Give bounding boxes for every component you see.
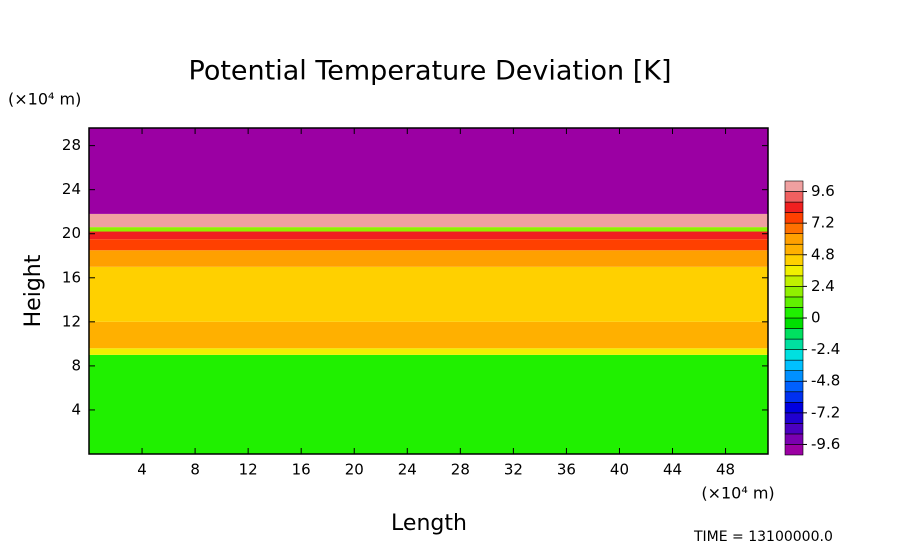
- colorbar-swatch: [784, 254, 804, 266]
- contour-band: [89, 321, 768, 349]
- contour-band: [89, 250, 768, 267]
- x-tick-label: 36: [557, 461, 576, 479]
- colorbar-swatch: [784, 212, 804, 224]
- contour-band: [89, 128, 768, 214]
- contour-band: [89, 348, 768, 355]
- colorbar-label: -2.4: [811, 340, 840, 358]
- x-tick-label: 40: [610, 461, 629, 479]
- colorbar-label: 0: [811, 309, 821, 327]
- colorbar-swatch: [784, 296, 804, 308]
- x-tick-label: 48: [716, 461, 735, 479]
- colorbar-swatch: [784, 243, 804, 256]
- colorbar-swatch: [784, 412, 804, 424]
- colorbar-swatch: [784, 191, 804, 203]
- colorbar-swatch: [784, 328, 804, 340]
- colorbar-swatch: [784, 275, 804, 287]
- colorbar-swatch: [784, 349, 804, 361]
- chart-title: Potential Temperature Deviation [K]: [189, 56, 672, 87]
- colorbar-label: 7.2: [811, 214, 835, 232]
- y-tick-label: 28: [62, 136, 81, 154]
- colorbar-label: 4.8: [811, 245, 835, 263]
- x-tick-label: 20: [345, 461, 364, 479]
- colorbar-label: -4.8: [811, 372, 840, 390]
- plot-frame: [88, 127, 769, 455]
- colorbar-swatch: [784, 201, 804, 213]
- y-tick-label: 20: [62, 224, 81, 242]
- y-label: Height: [21, 254, 46, 327]
- y-tick-label: 12: [62, 312, 81, 330]
- colorbar-label: -7.2: [811, 403, 840, 421]
- colorbar-swatch: [784, 317, 804, 329]
- colorbar-swatch: [784, 423, 804, 435]
- colorbar-swatch: [784, 380, 804, 393]
- contour-band: [89, 266, 768, 322]
- colorbar-swatch: [784, 402, 804, 414]
- y-tick-label: 8: [71, 356, 81, 374]
- colorbar-swatch: [784, 222, 804, 234]
- y-tick-label: 4: [71, 400, 81, 418]
- x-tick-label: 8: [190, 461, 200, 479]
- colorbar-swatch: [784, 338, 804, 350]
- contour-band: [89, 354, 768, 454]
- x-tick-label: 32: [504, 461, 523, 479]
- x-tick-label: 28: [451, 461, 470, 479]
- x-tick-label: 24: [398, 461, 417, 479]
- colorbar-swatch: [784, 180, 804, 192]
- contour-band: [89, 213, 768, 228]
- colorbar-label: 9.6: [811, 182, 835, 200]
- y-unit: (×10⁴ m): [8, 90, 81, 109]
- colorbar-swatch: [784, 233, 804, 245]
- colorbar-swatch: [784, 370, 804, 382]
- colorbar-swatch: [784, 359, 804, 371]
- y-tick-label: 24: [62, 180, 81, 198]
- x-unit: (×10⁴ m): [701, 484, 774, 503]
- colorbar-swatch: [784, 444, 804, 456]
- x-tick-label: 12: [239, 461, 258, 479]
- x-label: Length: [391, 511, 467, 536]
- x-tick-label: 44: [663, 461, 682, 479]
- colorbar-label: -9.6: [811, 435, 840, 453]
- colorbar-swatch: [784, 433, 804, 445]
- y-tick-label: 16: [62, 268, 81, 286]
- colorbar-label: 2.4: [811, 277, 835, 295]
- contour-band: [89, 239, 768, 251]
- contour-band: [89, 227, 768, 232]
- colorbar-swatch: [784, 265, 804, 277]
- contour-band: [89, 231, 768, 240]
- colorbar-swatch: [784, 286, 804, 298]
- x-tick-label: 16: [292, 461, 311, 479]
- colorbar-swatch: [784, 391, 804, 403]
- colorbar-swatch: [784, 307, 804, 319]
- time-label: TIME = 13100000.0: [693, 529, 833, 544]
- x-tick-label: 4: [137, 461, 147, 479]
